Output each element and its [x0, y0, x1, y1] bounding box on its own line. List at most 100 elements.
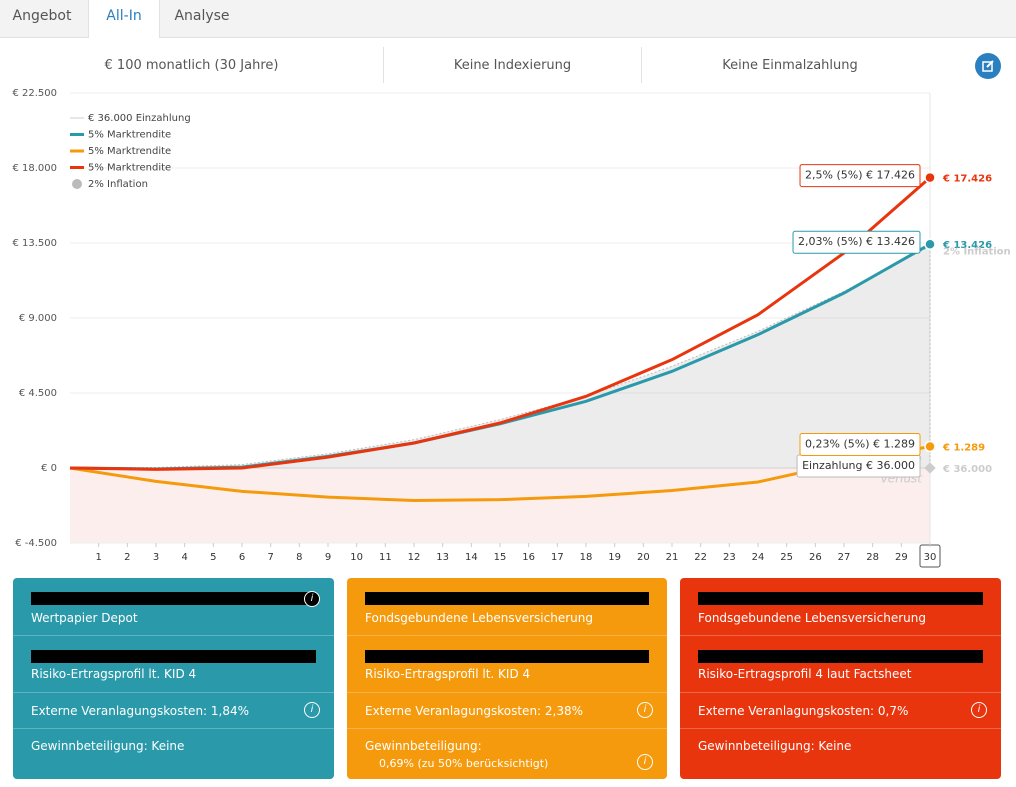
divider: [13, 728, 334, 729]
end-label: € 13.426: [942, 240, 992, 251]
line: [69, 176, 931, 471]
info-icon[interactable]: i: [304, 702, 320, 718]
card-profit: Gewinnbeteiligung: Keine: [698, 739, 852, 753]
filter[interactable]: Keine Einmalzahlung: [722, 58, 858, 73]
tab-bar: Angebot All-In Analyse: [0, 0, 1016, 38]
redacted: [31, 592, 316, 605]
x-tick-label: 17: [551, 552, 564, 563]
tab-active[interactable]: All-In: [88, 0, 160, 38]
tooltip-text: Einzahlung € 36.000: [802, 459, 915, 472]
card-costs: Externe Veranlagungskosten: 1,84%: [31, 704, 250, 718]
redacted: [31, 650, 316, 663]
x-tick-label: 15: [494, 552, 507, 563]
filter[interactable]: € 100 monatlich (30 Jahre): [104, 58, 279, 73]
tooltip: Einzahlung € 36.000: [796, 454, 921, 478]
edit-button[interactable]: [975, 53, 1001, 79]
info-icon[interactable]: i: [637, 702, 653, 718]
x-tick-label: 10: [350, 552, 363, 563]
end-label: € 17.426: [942, 174, 992, 185]
legend-label: 5% Marktrendite: [88, 163, 171, 174]
tab[interactable]: Angebot: [12, 8, 72, 24]
divider: [680, 635, 1001, 636]
y-tick-label: € -4.500: [15, 538, 57, 549]
x-tick-label: 2: [124, 552, 130, 563]
tab[interactable]: Analyse: [174, 8, 230, 24]
separator: [383, 47, 384, 83]
redacted: [698, 592, 983, 605]
info-icon[interactable]: i: [304, 591, 320, 607]
loss-area: [70, 468, 930, 543]
legend-swatch: [72, 179, 82, 189]
x-tick-label: 4: [181, 552, 187, 563]
y-tick-label: € 18.000: [12, 163, 57, 174]
divider: [347, 635, 667, 636]
chart: € -4.500 € 0 € 4.500 € 9.000 € 13.500 € 18.00…: [12, 88, 1011, 568]
card-profile: Risiko-Ertragsprofil lt. KID 4: [365, 667, 531, 681]
card-costs: Externe Veranlagungskosten: 0,7%: [698, 704, 909, 718]
x-tick-label: 27: [838, 552, 851, 563]
end-marker: [924, 238, 936, 250]
x-tick-label: 28: [866, 552, 879, 563]
x-tick-label: 6: [239, 552, 245, 563]
divider: [680, 692, 1001, 693]
x-tick-label: 29: [895, 552, 908, 563]
x-tick-label: 19: [608, 552, 621, 563]
y-tick-label: € 22.500: [12, 88, 57, 99]
legend-label: € 36.000 Einzahlung: [88, 113, 191, 124]
legend-label: 2% Inflation: [88, 179, 148, 190]
redacted: [365, 592, 649, 605]
x-tick-label: 9: [325, 552, 331, 563]
x-tick-label: 14: [465, 552, 478, 563]
tooltip: 2,5% (5%) € 17.426: [799, 164, 921, 188]
x-tick-label: 3: [153, 552, 159, 563]
card-profile: Risiko-Ertragsprofil lt. KID 4: [31, 667, 197, 681]
tooltip: 2,03% (5%) € 13.426: [792, 230, 921, 254]
legend-label: 5% Marktrendite: [88, 130, 171, 141]
x-tick-label: 13: [436, 552, 449, 563]
card-profit: Gewinnbeteiligung:: [365, 739, 482, 753]
edit-icon: [982, 60, 994, 72]
card-title: Wertpapier Depot: [31, 611, 138, 625]
y-tick-label: € 9.000: [19, 313, 57, 324]
redacted: [698, 650, 983, 663]
y-tick-label: € 4.500: [19, 388, 57, 399]
x-tick-label: 8: [296, 552, 302, 563]
end-label: € 1.289: [942, 443, 985, 454]
end-marker: [924, 171, 936, 184]
info-icon[interactable]: i: [637, 754, 653, 770]
info-icon[interactable]: i: [971, 702, 987, 718]
divider: [347, 728, 667, 729]
x-tick-label: 23: [723, 552, 736, 563]
x-tick-label: 5: [210, 552, 216, 563]
y-tick-label: € 0: [41, 463, 57, 474]
x-tick-label: 16: [522, 552, 535, 563]
card-title: Fondsgebundene Lebensversicherung: [365, 611, 593, 625]
area: [69, 245, 931, 469]
x-tick-label: 22: [694, 552, 707, 563]
end-label: 2% Inflation: [943, 246, 1011, 257]
tooltip-box: [799, 433, 921, 457]
filter[interactable]: Keine Indexierung: [453, 58, 572, 73]
x-tick-label: 11: [379, 552, 392, 563]
x-tick-label: 20: [637, 552, 650, 563]
tooltip-box: [792, 230, 921, 254]
card-profit-note: 0,69% (zu 50% berücksichtigt): [379, 757, 549, 770]
divider: [13, 635, 334, 636]
x-tick-label: 30: [924, 552, 937, 563]
product-card: Wertpapier Depot Risiko-Ertragsprofil lt.…: [13, 578, 334, 779]
legend-label: 5% Marktrendite: [88, 146, 171, 157]
tooltip-box: [799, 164, 921, 188]
divider: [680, 728, 1001, 729]
redacted: [365, 650, 649, 663]
card-title: Fondsgebundene Lebensversicherung: [698, 611, 926, 625]
x-tick-label: 18: [580, 552, 593, 563]
x-tick-label: 24: [752, 552, 765, 563]
card-profile: Risiko-Ertragsprofil 4 laut Factsheet: [698, 667, 912, 681]
tooltip-text: 0,23% (5%) € 1.289: [805, 438, 915, 451]
x-tick-label: 25: [780, 552, 793, 563]
divider: [13, 692, 334, 693]
product-card: Fondsgebundene Lebensversicherung Risiko-…: [347, 578, 667, 779]
y-tick-label: € 13.500: [12, 238, 57, 249]
divider: [347, 692, 667, 693]
